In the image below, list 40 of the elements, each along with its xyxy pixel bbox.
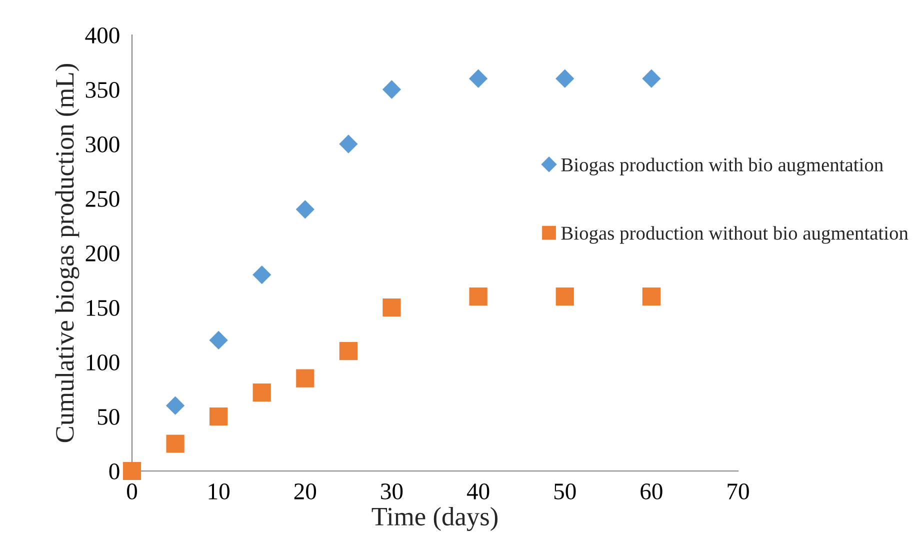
point (469, 288, 488, 306)
point (166, 396, 185, 415)
point (252, 265, 272, 284)
point (122, 462, 142, 480)
x-tick-label: 50 (554, 483, 576, 500)
point (642, 288, 660, 306)
point (556, 288, 574, 306)
point (556, 69, 574, 88)
x-tick-label: 40 (466, 483, 490, 500)
y-tick-label: 0 (109, 463, 120, 480)
point (339, 342, 358, 360)
legend-label: Biogas production without bio augmentation (561, 226, 908, 244)
y-tick-label: 150 (86, 300, 120, 316)
legend-label: Biogas production with bio augmentation (561, 158, 884, 176)
y-axis-title: Cumulative biogas production (mL) (55, 64, 80, 442)
x-tick-label: 30 (381, 483, 403, 500)
x-tick-label: 60 (640, 483, 662, 500)
y-tick-label: 300 (86, 136, 120, 152)
x-tick-label: 0 (126, 483, 138, 500)
point (166, 434, 184, 453)
point (468, 69, 488, 88)
y-tick-label: 400 (85, 27, 120, 44)
x-tick-label: 20 (294, 483, 316, 500)
point (296, 369, 314, 388)
point (296, 200, 314, 219)
point (339, 134, 358, 154)
y-tick-label: 50 (98, 408, 120, 425)
x-tick-label: 10 (208, 483, 230, 500)
y-tick-label: 100 (86, 354, 120, 370)
y-tick-label: 350 (86, 82, 120, 98)
point (252, 383, 271, 402)
point (642, 69, 661, 88)
point (210, 407, 228, 426)
x-axis-title: Time (days) (372, 506, 498, 531)
y-tick-label: 250 (86, 190, 120, 207)
x-tick-label: 70 (728, 483, 749, 500)
point (382, 80, 402, 99)
y-tick-label: 200 (86, 245, 120, 262)
point (382, 298, 401, 317)
point (209, 330, 228, 350)
